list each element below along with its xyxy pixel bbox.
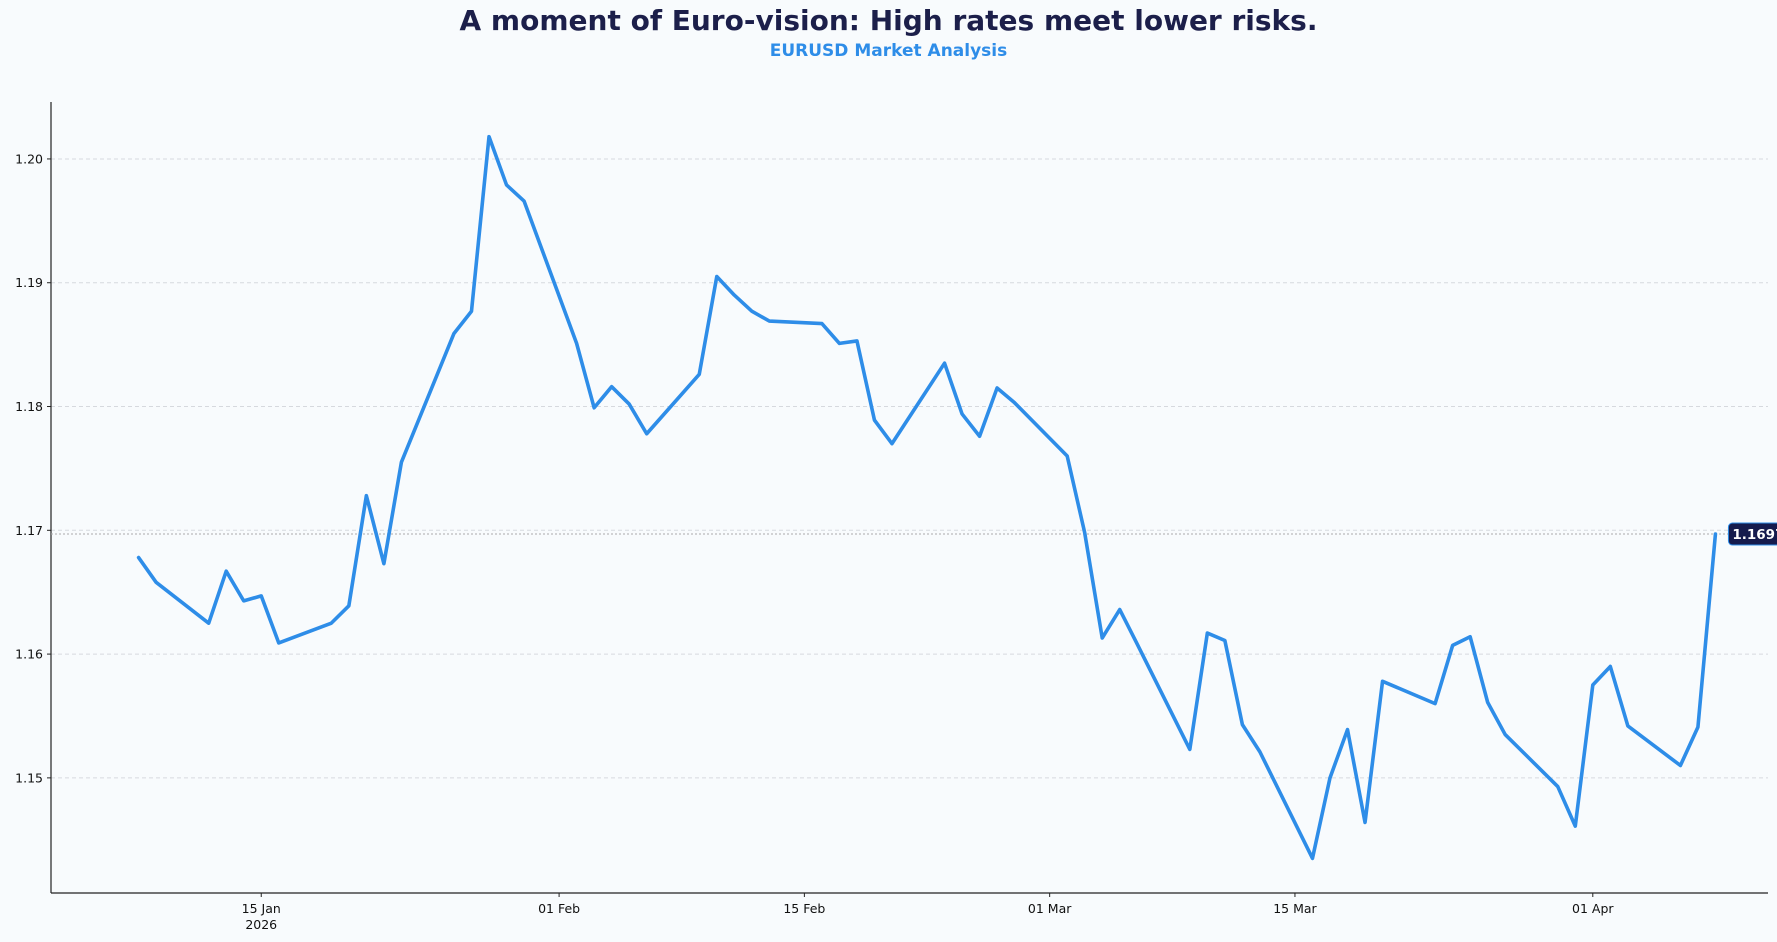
last-value-label: 1.1697 [1732,527,1777,543]
x-tick-label: 01 Feb [538,901,580,916]
x-tick-label: 15 Jan [242,901,281,916]
y-tick-label: 1.20 [15,151,43,166]
y-tick-label: 1.15 [15,770,43,785]
eurusd-series-line [136,134,1718,861]
chart-subtitle: EURUSD Market Analysis [769,41,1008,61]
chart-title: A moment of Euro-vision: High rates meet… [459,4,1318,37]
data-points [138,136,1716,859]
y-tick-label: 1.19 [15,275,43,290]
x-tick-year-label: 2026 [245,917,277,932]
last-value-badge: 1.1697 [1727,522,1777,546]
y-tick-label: 1.17 [15,523,43,538]
gridlines [51,158,1768,779]
x-tick-label: 15 Feb [783,901,825,916]
x-tick-label: 15 Mar [1273,901,1317,916]
y-tick-label: 1.16 [15,647,43,662]
y-tick-label: 1.18 [15,399,43,414]
y-axis-ticks: 1.15 1.16 1.17 1.18 1.19 1.20 [15,151,51,785]
x-tick-label: 01 Apr [1572,901,1614,916]
x-tick-label: 01 Mar [1028,901,1072,916]
